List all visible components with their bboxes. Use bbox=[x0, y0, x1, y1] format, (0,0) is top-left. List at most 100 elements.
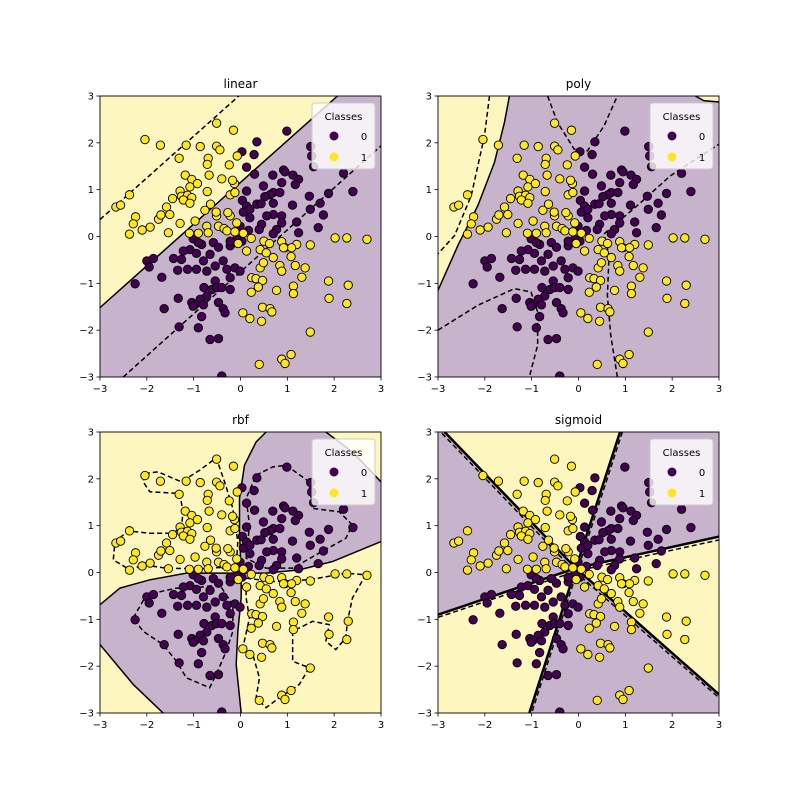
data-point-class-0 bbox=[268, 534, 278, 544]
data-point-class-1 bbox=[278, 579, 289, 589]
data-point-class-1 bbox=[256, 652, 267, 662]
data-point-class-0 bbox=[540, 602, 550, 612]
data-point-class-1 bbox=[362, 570, 372, 580]
data-point-class-1 bbox=[538, 541, 548, 551]
data-point-class-0 bbox=[241, 522, 252, 532]
data-point-class-1 bbox=[193, 228, 204, 238]
data-point-class-0 bbox=[596, 181, 607, 191]
data-point-class-1 bbox=[616, 243, 627, 253]
legend-title: Classes bbox=[325, 112, 363, 123]
y-tick-label: −1 bbox=[417, 279, 432, 290]
margin-contour bbox=[100, 96, 240, 221]
data-point-class-0 bbox=[531, 659, 541, 669]
data-point-class-1 bbox=[453, 536, 464, 546]
data-point-class-1 bbox=[115, 200, 126, 210]
data-point-class-1 bbox=[233, 238, 243, 249]
x-tick-label: −2 bbox=[139, 720, 154, 731]
y-tick-label: 0 bbox=[88, 232, 94, 243]
data-point-class-1 bbox=[523, 534, 533, 544]
data-point-class-1 bbox=[330, 569, 340, 579]
data-point-class-0 bbox=[202, 266, 212, 276]
data-point-class-0 bbox=[594, 535, 604, 545]
data-point-class-0 bbox=[191, 600, 202, 610]
data-point-class-0 bbox=[563, 273, 573, 283]
data-point-class-0 bbox=[222, 600, 232, 610]
data-point-class-1 bbox=[518, 170, 528, 180]
data-point-class-0 bbox=[213, 333, 224, 344]
data-point-class-1 bbox=[583, 313, 593, 324]
x-tick-label: −2 bbox=[477, 720, 492, 731]
data-point-class-1 bbox=[555, 174, 565, 184]
data-point-class-1 bbox=[523, 198, 533, 208]
data-point-class-0 bbox=[512, 658, 522, 668]
data-point-class-1 bbox=[137, 225, 147, 235]
data-point-class-0 bbox=[193, 659, 204, 669]
x-tick-label: 3 bbox=[716, 384, 722, 395]
data-point-class-1 bbox=[605, 643, 615, 653]
x-tick-label: 0 bbox=[575, 384, 581, 395]
x-tick-label: −1 bbox=[524, 384, 539, 395]
data-point-class-0 bbox=[526, 301, 536, 311]
data-point-class-1 bbox=[261, 584, 271, 594]
data-point-class-0 bbox=[287, 200, 298, 210]
data-point-class-1 bbox=[626, 288, 637, 299]
data-point-class-0 bbox=[630, 217, 640, 227]
data-point-class-0 bbox=[529, 584, 540, 595]
decision-boundary bbox=[235, 432, 267, 713]
data-point-class-1 bbox=[165, 209, 175, 220]
data-point-class-0 bbox=[656, 210, 667, 220]
data-point-class-1 bbox=[680, 298, 690, 309]
data-point-class-0 bbox=[159, 639, 169, 650]
data-point-class-1 bbox=[483, 222, 493, 232]
data-point-class-0 bbox=[225, 273, 235, 283]
data-point-class-0 bbox=[217, 707, 227, 713]
data-point-class-0 bbox=[482, 262, 492, 272]
data-point-class-1 bbox=[228, 125, 239, 135]
data-point-class-0 bbox=[551, 633, 562, 644]
y-tick-label: 2 bbox=[426, 138, 432, 149]
legend-label-0: 0 bbox=[361, 468, 367, 479]
data-point-class-1 bbox=[493, 140, 504, 150]
data-point-class-1 bbox=[543, 199, 554, 209]
data-point-class-0 bbox=[613, 523, 623, 534]
legend-box bbox=[649, 438, 714, 506]
data-point-class-0 bbox=[551, 669, 562, 680]
data-point-class-0 bbox=[590, 137, 600, 147]
data-point-class-0 bbox=[615, 177, 625, 188]
data-point-class-0 bbox=[277, 513, 287, 524]
data-point-class-0 bbox=[631, 228, 642, 238]
data-point-class-1 bbox=[494, 210, 504, 220]
y-tick-label: −2 bbox=[417, 326, 432, 337]
data-point-class-1 bbox=[566, 461, 577, 471]
data-point-class-1 bbox=[560, 562, 570, 572]
data-point-class-1 bbox=[595, 302, 606, 312]
data-point-class-0 bbox=[560, 264, 570, 274]
data-point-class-0 bbox=[241, 498, 252, 508]
data-point-class-0 bbox=[563, 572, 573, 582]
data-point-class-1 bbox=[230, 187, 240, 198]
data-point-class-1 bbox=[145, 558, 155, 568]
data-point-class-0 bbox=[598, 192, 608, 202]
data-point-class-0 bbox=[468, 279, 478, 289]
data-point-class-1 bbox=[549, 118, 560, 128]
data-point-class-1 bbox=[228, 461, 239, 471]
data-point-class-1 bbox=[662, 293, 672, 303]
subplot-poly: Classes 0 1 poly −3−3 −2 −2 −1 −1 0 0 1 1 2 2 3 3 bbox=[417, 77, 722, 395]
data-point-class-0 bbox=[256, 199, 266, 209]
legend-marker-class-0 bbox=[329, 467, 339, 477]
x-tick-label: 1 bbox=[284, 384, 290, 395]
data-point-class-0 bbox=[653, 198, 663, 208]
data-point-class-1 bbox=[568, 523, 578, 534]
data-point-class-1 bbox=[513, 218, 523, 229]
data-point-class-1 bbox=[230, 227, 240, 237]
data-point-class-1 bbox=[124, 190, 135, 200]
data-point-class-1 bbox=[616, 579, 627, 589]
legend-marker-class-0 bbox=[667, 467, 677, 477]
data-point-class-0 bbox=[258, 181, 269, 191]
data-point-class-0 bbox=[625, 536, 636, 546]
data-point-class-0 bbox=[543, 334, 553, 345]
data-point-class-1 bbox=[232, 487, 242, 497]
data-point-class-0 bbox=[573, 266, 583, 276]
data-point-class-0 bbox=[144, 262, 154, 272]
data-point-class-0 bbox=[676, 504, 687, 514]
